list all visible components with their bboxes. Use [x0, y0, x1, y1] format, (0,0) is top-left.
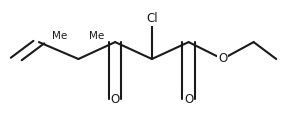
Text: Me: Me: [53, 31, 68, 41]
Text: O: O: [184, 93, 193, 106]
Text: Me: Me: [89, 31, 105, 41]
Text: Cl: Cl: [146, 12, 158, 25]
Text: O: O: [218, 53, 227, 65]
Text: O: O: [110, 93, 120, 106]
